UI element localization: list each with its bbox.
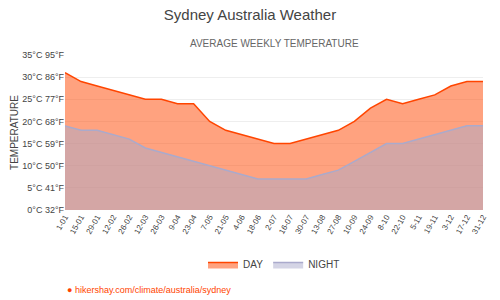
svg-text:DAY: DAY [243,259,263,270]
svg-text:Sydney Australia Weather: Sydney Australia Weather [164,6,336,23]
svg-text:23-04: 23-04 [181,213,199,236]
svg-text:21-05: 21-05 [213,213,231,236]
svg-text:1-01: 1-01 [54,213,70,232]
svg-text:17-12: 17-12 [454,213,472,236]
svg-text:25°C 77°F: 25°C 77°F [22,94,64,104]
svg-text:29-01: 29-01 [84,213,102,236]
svg-text:12-03: 12-03 [133,213,151,236]
svg-text:10°C 50°F: 10°C 50°F [22,161,64,171]
svg-text:16-07: 16-07 [277,213,295,236]
svg-text:30°C 86°F: 30°C 86°F [22,72,64,82]
svg-text:18-06: 18-06 [245,213,263,236]
svg-text:10-09: 10-09 [342,213,360,236]
svg-text:5-11: 5-11 [408,213,424,231]
svg-text:26-02: 26-02 [116,213,134,236]
svg-text:AVERAGE WEEKLY TEMPERATURE: AVERAGE WEEKLY TEMPERATURE [190,38,359,49]
svg-text:4-06: 4-06 [231,213,247,232]
svg-text:19-11: 19-11 [422,213,440,235]
svg-text:13-08: 13-08 [309,213,327,236]
svg-text:0°C 32°F: 0°C 32°F [27,205,64,215]
svg-text:9-04: 9-04 [167,213,183,232]
svg-text:2-07: 2-07 [263,213,279,232]
svg-text:24-09: 24-09 [358,213,376,236]
svg-text:31-12: 31-12 [470,213,488,236]
svg-text:7-05: 7-05 [199,213,215,232]
svg-text:12-02: 12-02 [100,213,118,236]
svg-text:3-12: 3-12 [440,213,456,232]
svg-text:● hikershay.com/climate/austra: ● hikershay.com/climate/australia/sydney [67,285,231,295]
svg-text:5°C 41°F: 5°C 41°F [27,183,64,193]
svg-text:30-07: 30-07 [293,213,311,236]
svg-text:35°C 95°F: 35°C 95°F [22,50,64,60]
svg-text:15°C 59°F: 15°C 59°F [22,139,64,149]
svg-text:TEMPERATURE: TEMPERATURE [9,95,20,170]
svg-text:20°C 68°F: 20°C 68°F [22,117,64,127]
svg-text:22-10: 22-10 [390,213,408,236]
svg-text:26-03: 26-03 [149,213,167,236]
svg-text:8-10: 8-10 [376,213,392,232]
svg-text:27-08: 27-08 [325,213,343,236]
svg-text:NIGHT: NIGHT [308,259,339,270]
svg-text:15-01: 15-01 [68,213,86,236]
